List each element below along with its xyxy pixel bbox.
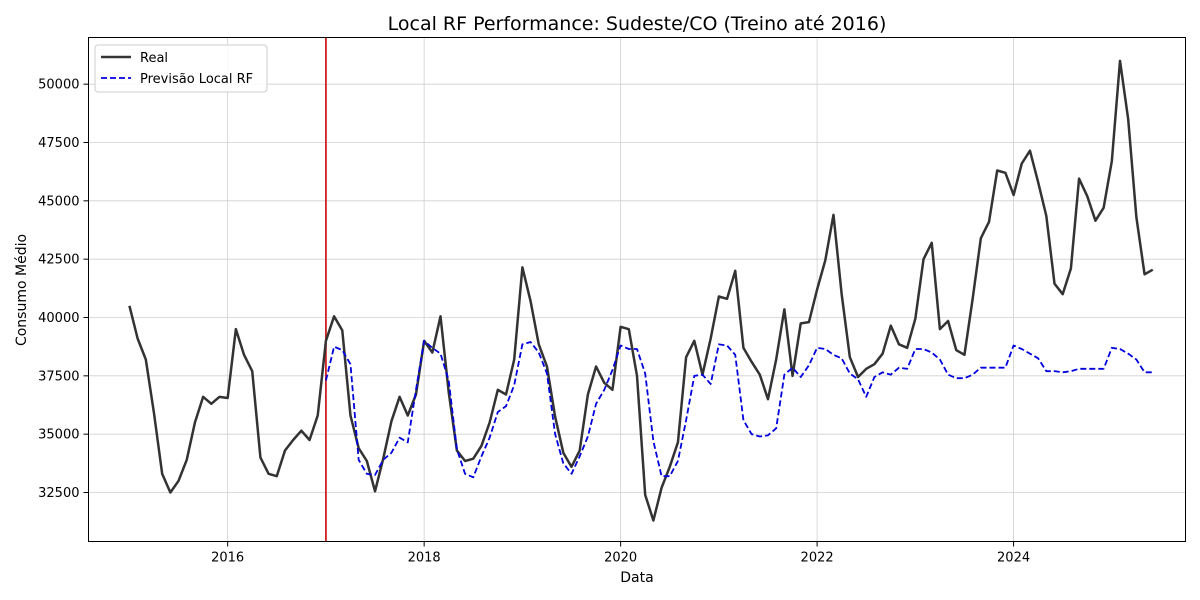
series-line-forecast (325, 339, 1153, 479)
series-line-real (128, 59, 1154, 522)
legend: Real Previsão Local RF (94, 44, 268, 93)
y-tick-label: 50000 (38, 78, 79, 93)
legend-box (94, 44, 268, 93)
y-tick-label: 35000 (38, 428, 79, 443)
x-axis: 2016 2018 2020 2022 2024 (211, 541, 1030, 566)
grid (88, 37, 1186, 542)
x-axis-label: Data (620, 570, 653, 586)
y-axis: 32500 35000 37500 40000 42500 45000 47500 50000 (38, 78, 89, 501)
y-tick-label: 40000 (38, 311, 79, 326)
x-tick-label: 2022 (801, 551, 834, 566)
y-tick-label: 37500 (38, 369, 79, 384)
y-tick-label: 45000 (38, 194, 79, 209)
x-tick-label: 2024 (997, 551, 1030, 566)
x-tick-label: 2020 (604, 551, 637, 566)
y-axis-label: Consumo Médio (14, 234, 30, 346)
y-tick-label: 42500 (38, 253, 79, 268)
plot-frame (88, 37, 1186, 542)
x-tick-label: 2018 (408, 551, 441, 566)
y-tick-label: 47500 (38, 136, 79, 151)
legend-label-forecast: Previsão Local RF (140, 72, 253, 87)
series-lines (128, 59, 1154, 522)
chart-title: Local RF Performance: Sudeste/CO (Treino… (388, 13, 887, 35)
y-tick-label: 32500 (38, 486, 79, 501)
x-tick-label: 2016 (211, 551, 244, 566)
legend-label-real: Real (140, 51, 168, 66)
